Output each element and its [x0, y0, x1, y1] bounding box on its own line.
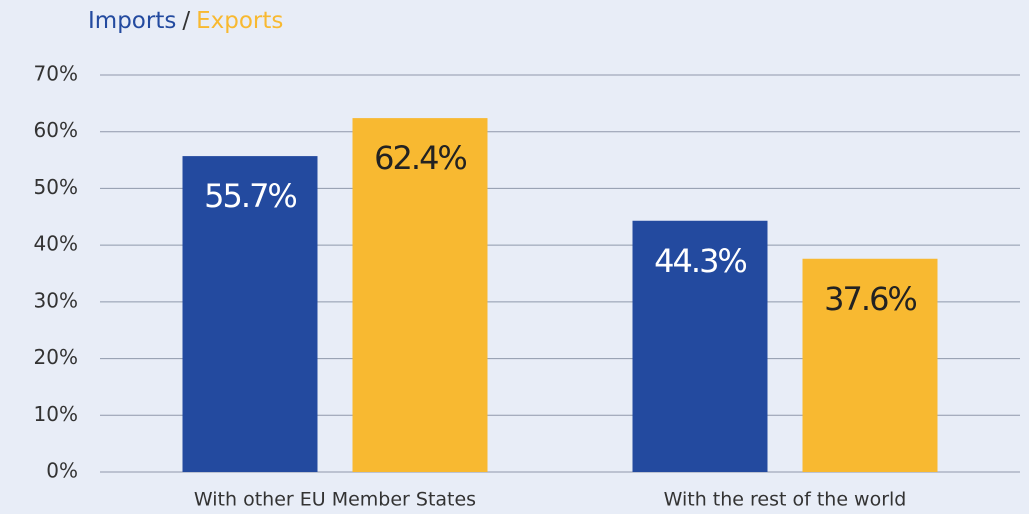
y-tick-label: 20%	[34, 345, 78, 369]
y-tick-label: 40%	[34, 232, 78, 256]
legend-imports: Imports	[88, 8, 176, 34]
chart-title: Imports / Exports	[88, 8, 283, 34]
bar	[352, 118, 488, 473]
y-tick-label: 10%	[34, 402, 78, 426]
x-tick-label: With other EU Member States	[194, 489, 476, 511]
legend-exports: Exports	[196, 8, 283, 34]
bar	[802, 258, 938, 472]
value-label: 55.7%	[204, 177, 296, 215]
value-label: 37.6%	[824, 280, 916, 318]
value-label: 44.3%	[654, 242, 746, 280]
x-tick-label: With the rest of the world	[664, 489, 907, 511]
bar	[632, 220, 768, 472]
y-tick-label: 30%	[34, 288, 78, 312]
bar	[182, 156, 318, 472]
y-tick-label: 0%	[46, 459, 78, 483]
y-tick-label: 70%	[34, 62, 78, 86]
value-label: 62.4%	[374, 139, 466, 177]
y-tick-label: 60%	[34, 118, 78, 142]
y-tick-label: 50%	[34, 175, 78, 199]
title-separator: /	[182, 8, 190, 34]
